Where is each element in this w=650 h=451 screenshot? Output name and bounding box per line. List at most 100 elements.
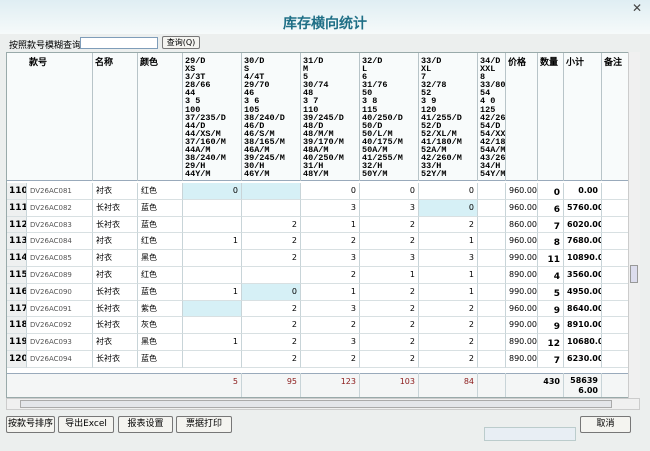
color-cell: 蓝色 bbox=[138, 351, 183, 368]
size-header: 30/D S 4/4T 29/70 46 3 6 105 38/240/D 46/D 46/S/M… bbox=[242, 53, 301, 181]
size-label: 37/160/M bbox=[185, 136, 226, 147]
size-cell bbox=[478, 351, 506, 368]
action-button[interactable]: 票据打印 bbox=[176, 416, 232, 433]
remark-cell bbox=[602, 183, 629, 200]
subtotal-cell: 3560.00 bbox=[564, 267, 602, 284]
size-total: 103 bbox=[360, 373, 419, 397]
size-label: 44 bbox=[185, 88, 196, 99]
size-cell: 2 bbox=[242, 250, 301, 267]
size-cell: 0 bbox=[301, 183, 360, 200]
size-header: 29/D XS 3/3T 28/66 44 3 5 100 37/235/D 44/D 44/XS… bbox=[183, 53, 242, 181]
size-cell: 2 bbox=[360, 216, 419, 234]
size-label: 42/18 bbox=[480, 136, 506, 147]
column-header: 款号 bbox=[27, 53, 93, 181]
name-cell: 长衬衣 bbox=[93, 300, 138, 318]
size-label: 39/245/M bbox=[244, 153, 285, 164]
subtotal-cell: 10680.00 bbox=[564, 334, 602, 351]
size-cell bbox=[242, 267, 301, 284]
color-cell: 红色 bbox=[138, 183, 183, 200]
color-cell: 灰色 bbox=[138, 317, 183, 335]
size-label: 30/H bbox=[244, 161, 265, 172]
size-total: 95 bbox=[242, 373, 301, 397]
qty-cell: 7 bbox=[538, 216, 564, 234]
size-cell: 1 bbox=[183, 283, 242, 301]
size-cell: 1 bbox=[183, 233, 242, 251]
subtotal-total: 586396.00 bbox=[564, 373, 602, 397]
name-cell: 衬衣 bbox=[93, 250, 138, 267]
price-cell: 890.00 bbox=[506, 267, 538, 284]
size-label: 32/D bbox=[362, 56, 383, 66]
remark-cell bbox=[602, 233, 629, 251]
window-title: 库存横向统计 bbox=[283, 16, 367, 32]
size-cell: 0 bbox=[419, 183, 478, 200]
subtotal-cell: 6230.00 bbox=[564, 351, 602, 368]
remark-cell bbox=[602, 351, 629, 368]
size-label: 54A/M bbox=[480, 145, 506, 156]
size-label: M bbox=[303, 64, 309, 75]
close-icon[interactable]: ✕ bbox=[632, 1, 643, 15]
h-scroll-thumb[interactable] bbox=[20, 400, 612, 408]
action-button[interactable]: 取消 bbox=[580, 416, 631, 433]
size-cell: 2 bbox=[360, 283, 419, 301]
action-button[interactable]: 导出Excel bbox=[58, 416, 114, 433]
column-header: 名称 bbox=[93, 53, 138, 181]
size-label: 46Y/M bbox=[244, 169, 270, 180]
size-cell: 0 bbox=[183, 183, 242, 200]
size-cell: 2 bbox=[301, 317, 360, 335]
data-grid: 款号 名称 颜色 29/D XS 3/3T 28/66 44 3 5 100 37/235/D 44/… bbox=[6, 52, 640, 398]
name-cell: 衬衣 bbox=[93, 233, 138, 251]
size-label: 4/4T bbox=[244, 72, 265, 83]
size-label: 30/74 bbox=[303, 80, 329, 91]
price-cell: 960.00 bbox=[506, 199, 538, 217]
size-label: 52/D bbox=[421, 120, 442, 131]
row-number: 116 bbox=[7, 283, 27, 301]
color-cell: 黑色 bbox=[138, 334, 183, 351]
size-label: 50 bbox=[362, 88, 373, 99]
search-label: 按照款号模糊查询: bbox=[9, 41, 85, 51]
action-button[interactable]: 报表设置 bbox=[118, 416, 173, 433]
size-label: 5 bbox=[303, 72, 309, 83]
row-number: 110 bbox=[7, 183, 27, 200]
size-label: 54Y/M bbox=[480, 169, 506, 180]
qty-cell: 11 bbox=[538, 250, 564, 267]
size-label: 40/250/D bbox=[362, 112, 403, 123]
ime-toolbar[interactable] bbox=[484, 427, 576, 441]
size-label: 52/XL/M bbox=[421, 128, 457, 139]
v-scrollbar[interactable] bbox=[628, 52, 640, 398]
qty-cell: 0 bbox=[538, 183, 564, 200]
size-label: 39/170/M bbox=[303, 136, 344, 147]
v-scroll-thumb[interactable] bbox=[630, 265, 638, 283]
color-cell: 红色 bbox=[138, 233, 183, 251]
remark-cell bbox=[602, 216, 629, 234]
size-cell bbox=[183, 199, 242, 217]
size-total: 84 bbox=[419, 373, 478, 397]
name-cell: 长衬衣 bbox=[93, 199, 138, 217]
size-cell: 2 bbox=[242, 334, 301, 351]
qty-cell: 9 bbox=[538, 317, 564, 335]
subtotal-cell: 0.00 bbox=[564, 183, 602, 200]
size-label: 41/255/M bbox=[362, 153, 403, 164]
qty-cell: 8 bbox=[538, 233, 564, 251]
remark-cell bbox=[602, 283, 629, 301]
size-label: 38/165/M bbox=[244, 136, 285, 147]
search-input[interactable] bbox=[80, 37, 158, 49]
subtotal-cell: 8640.00 bbox=[564, 300, 602, 318]
size-label: 54 bbox=[480, 88, 491, 99]
action-button[interactable]: 按款号排序 bbox=[6, 416, 55, 433]
size-header: 31/D M 5 30/74 48 3 7 110 39/245/D 48/D 48/M/M 39/… bbox=[301, 53, 360, 181]
query-button[interactable]: 查询(Q) bbox=[162, 36, 200, 49]
code-cell: DV26AC093 bbox=[27, 334, 93, 351]
name-cell: 衬衣 bbox=[93, 334, 138, 351]
price-cell: 990.00 bbox=[506, 317, 538, 335]
color-cell: 蓝色 bbox=[138, 216, 183, 234]
code-cell: DV26AC091 bbox=[27, 300, 93, 318]
name-cell: 长衬衣 bbox=[93, 283, 138, 301]
subtotal-cell: 5760.00 bbox=[564, 199, 602, 217]
totals-row bbox=[7, 373, 639, 397]
size-label: 46/D bbox=[244, 120, 265, 131]
name-cell: 长衬衣 bbox=[93, 317, 138, 335]
size-label: 8 bbox=[480, 72, 486, 83]
size-label: XXL bbox=[480, 64, 496, 75]
qty-cell: 6 bbox=[538, 199, 564, 217]
size-label: 31/D bbox=[303, 56, 324, 66]
